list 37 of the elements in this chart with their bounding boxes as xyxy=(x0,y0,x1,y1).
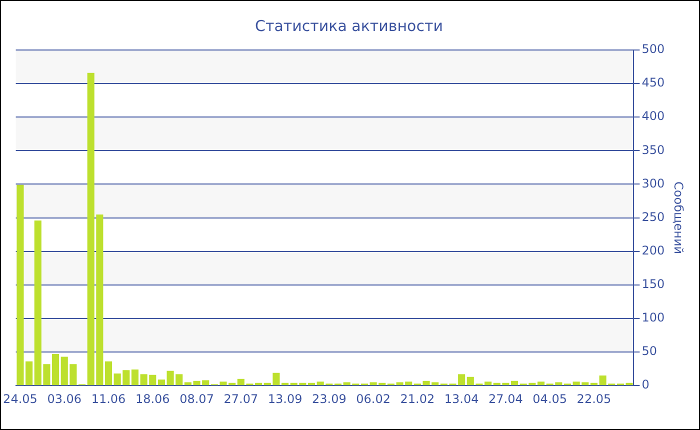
x-tick-label: 13.09 xyxy=(268,392,302,406)
x-tick-label: 21.02 xyxy=(400,392,435,406)
bar xyxy=(158,380,165,386)
bar xyxy=(282,382,289,386)
x-tick-label: 27.04 xyxy=(488,392,523,406)
x-tick-label: 13.04 xyxy=(444,392,479,406)
y-tick-label: 300 xyxy=(642,176,665,190)
x-tick-label: 04.05 xyxy=(532,392,568,406)
x-tick-label: 18.06 xyxy=(135,392,170,406)
bar xyxy=(52,354,60,386)
x-tick-label: 22.05 xyxy=(576,392,612,406)
x-tick-label: 03.06 xyxy=(47,392,82,406)
bar xyxy=(590,382,598,386)
bar xyxy=(131,369,139,386)
y-tick-label: 200 xyxy=(642,243,665,258)
y-tick-label: 350 xyxy=(642,142,665,157)
x-tick-label: 24.05 xyxy=(3,392,38,406)
bar xyxy=(537,382,545,386)
x-tick-label: 08.07 xyxy=(180,392,214,406)
chart-title: Статистика активности xyxy=(255,16,443,35)
x-tick-label: 27.07 xyxy=(224,392,258,406)
y-tick-label: 500 xyxy=(642,42,665,56)
y-tick-label: 0 xyxy=(642,378,650,392)
y-tick-label: 50 xyxy=(642,344,657,358)
x-tick-label: 06.02 xyxy=(356,392,390,406)
bar xyxy=(104,361,112,386)
y-tick-label: 400 xyxy=(642,109,665,124)
y-tick-label: 150 xyxy=(642,277,665,292)
bar xyxy=(308,382,316,386)
bar xyxy=(511,380,518,386)
y-tick-label: 100 xyxy=(642,310,665,325)
y-tick-label: 450 xyxy=(642,76,665,90)
bar xyxy=(626,382,633,386)
x-tick-label: 23.09 xyxy=(312,392,346,406)
y-axis-title: Сообщений xyxy=(672,182,686,254)
x-tick-label: 11.06 xyxy=(91,392,126,406)
y-tick-label: 250 xyxy=(642,210,665,224)
